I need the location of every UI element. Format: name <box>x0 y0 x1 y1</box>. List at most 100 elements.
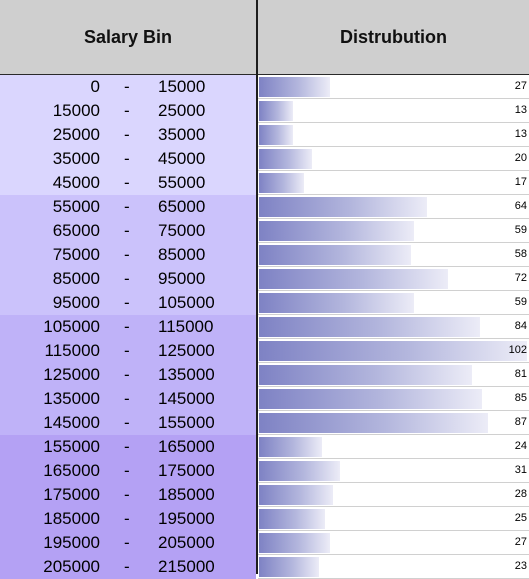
salary-bin-cell[interactable]: 105000 - 115000 <box>0 315 256 339</box>
bin-range-dash: - <box>124 101 130 120</box>
bin-lower-bound: 45000 <box>52 173 100 192</box>
column-divider <box>256 0 258 574</box>
data-bar <box>259 509 325 529</box>
data-bar <box>259 149 312 169</box>
bin-lower-bound: 0 <box>90 77 100 96</box>
table-row: 45000 - 55000 17 <box>0 171 529 195</box>
bin-lower-bound: 125000 <box>43 365 100 384</box>
salary-bin-cell[interactable]: 85000 - 95000 <box>0 267 256 291</box>
data-bar <box>259 413 488 433</box>
salary-bin-cell[interactable]: 0 - 15000 <box>0 75 256 99</box>
salary-bin-cell[interactable]: 185000 - 195000 <box>0 507 256 531</box>
salary-bin-cell[interactable]: 25000 - 35000 <box>0 123 256 147</box>
salary-bin-cell[interactable]: 135000 - 145000 <box>0 387 256 411</box>
bin-range-dash: - <box>124 533 130 552</box>
salary-bin-cell[interactable]: 205000 - 215000 <box>0 555 256 579</box>
distribution-cell[interactable]: 27 <box>258 531 529 555</box>
salary-bin-cell[interactable]: 65000 - 75000 <box>0 219 256 243</box>
bin-lower-bound: 115000 <box>44 341 100 360</box>
bin-lower-bound: 195000 <box>43 533 100 552</box>
count-value: 72 <box>514 272 527 284</box>
count-value: 59 <box>514 296 527 308</box>
distribution-cell[interactable]: 17 <box>258 171 529 195</box>
bin-upper-bound: 215000 <box>158 557 215 576</box>
count-value: 81 <box>514 368 527 380</box>
table-row: 135000 - 145000 85 <box>0 387 529 411</box>
bin-range-dash: - <box>124 197 130 216</box>
table-row: 0 - 15000 27 <box>0 75 529 99</box>
distribution-cell[interactable]: 72 <box>258 267 529 291</box>
distribution-cell[interactable]: 87 <box>258 411 529 435</box>
bin-lower-bound: 65000 <box>52 221 100 240</box>
table-row: 95000 - 105000 59 <box>0 291 529 315</box>
count-value: 87 <box>514 416 527 428</box>
bin-upper-bound: 65000 <box>158 197 206 216</box>
table-row: 85000 - 95000 72 <box>0 267 529 291</box>
bin-upper-bound: 195000 <box>158 509 215 528</box>
bin-upper-bound: 15000 <box>158 77 206 96</box>
salary-bin-cell[interactable]: 95000 - 105000 <box>0 291 256 315</box>
bin-range-dash: - <box>124 461 130 480</box>
bin-lower-bound: 55000 <box>52 197 100 216</box>
header-salary-bin[interactable]: Salary Bin <box>83 26 173 47</box>
data-bar <box>259 437 322 457</box>
count-value: 24 <box>514 440 527 452</box>
bin-range-dash: - <box>124 269 130 288</box>
distribution-cell[interactable]: 27 <box>258 75 529 99</box>
data-bar <box>259 269 448 289</box>
bin-range-dash: - <box>124 485 130 504</box>
distribution-cell[interactable]: 13 <box>258 99 529 123</box>
bin-upper-bound: 105000 <box>158 293 215 312</box>
distribution-cell[interactable]: 31 <box>258 459 529 483</box>
salary-bin-cell[interactable]: 155000 - 165000 <box>0 435 256 459</box>
distribution-cell[interactable]: 81 <box>258 363 529 387</box>
salary-bin-cell[interactable]: 35000 - 45000 <box>0 147 256 171</box>
data-bar <box>259 389 482 409</box>
salary-bin-cell[interactable]: 115000 - 125000 <box>0 339 256 363</box>
distribution-cell[interactable]: 58 <box>258 243 529 267</box>
count-value: 13 <box>514 128 527 140</box>
table-row: 205000 - 215000 23 <box>0 555 529 579</box>
distribution-cell[interactable]: 85 <box>258 387 529 411</box>
salary-bin-cell[interactable]: 145000 - 155000 <box>0 411 256 435</box>
table-row: 155000 - 165000 24 <box>0 435 529 459</box>
table-header: Salary Bin Distrubution <box>0 0 529 75</box>
table-row: 105000 - 115000 84 <box>0 315 529 339</box>
bin-upper-bound: 145000 <box>158 389 215 408</box>
salary-bin-cell[interactable]: 75000 - 85000 <box>0 243 256 267</box>
distribution-cell[interactable]: 25 <box>258 507 529 531</box>
bin-range-dash: - <box>124 77 130 96</box>
distribution-cell[interactable]: 23 <box>258 555 529 579</box>
salary-bin-cell[interactable]: 195000 - 205000 <box>0 531 256 555</box>
distribution-cell[interactable]: 59 <box>258 219 529 243</box>
table-row: 65000 - 75000 59 <box>0 219 529 243</box>
salary-bin-cell[interactable]: 175000 - 185000 <box>0 483 256 507</box>
salary-bin-cell[interactable]: 125000 - 135000 <box>0 363 256 387</box>
salary-bin-cell[interactable]: 55000 - 65000 <box>0 195 256 219</box>
count-value: 20 <box>514 152 527 164</box>
table-row: 75000 - 85000 58 <box>0 243 529 267</box>
data-bar <box>259 173 304 193</box>
distribution-cell[interactable]: 59 <box>258 291 529 315</box>
distribution-cell[interactable]: 24 <box>258 435 529 459</box>
salary-bin-cell[interactable]: 15000 - 25000 <box>0 99 256 123</box>
count-value: 23 <box>514 560 527 572</box>
distribution-cell[interactable]: 13 <box>258 123 529 147</box>
bin-upper-bound: 25000 <box>158 101 206 120</box>
header-distribution[interactable]: Distrubution <box>340 26 447 47</box>
bin-upper-bound: 45000 <box>158 149 206 168</box>
bin-range-dash: - <box>124 221 130 240</box>
table-row: 55000 - 65000 64 <box>0 195 529 219</box>
distribution-cell[interactable]: 64 <box>258 195 529 219</box>
table-row: 15000 - 25000 13 <box>0 99 529 123</box>
salary-bin-cell[interactable]: 45000 - 55000 <box>0 171 256 195</box>
bin-range-dash: - <box>124 317 130 336</box>
distribution-cell[interactable]: 102 <box>258 339 529 363</box>
salary-bin-cell[interactable]: 165000 - 175000 <box>0 459 256 483</box>
bin-upper-bound: 135000 <box>158 365 215 384</box>
bin-lower-bound: 135000 <box>43 389 100 408</box>
distribution-cell[interactable]: 84 <box>258 315 529 339</box>
distribution-cell[interactable]: 28 <box>258 483 529 507</box>
distribution-cell[interactable]: 20 <box>258 147 529 171</box>
